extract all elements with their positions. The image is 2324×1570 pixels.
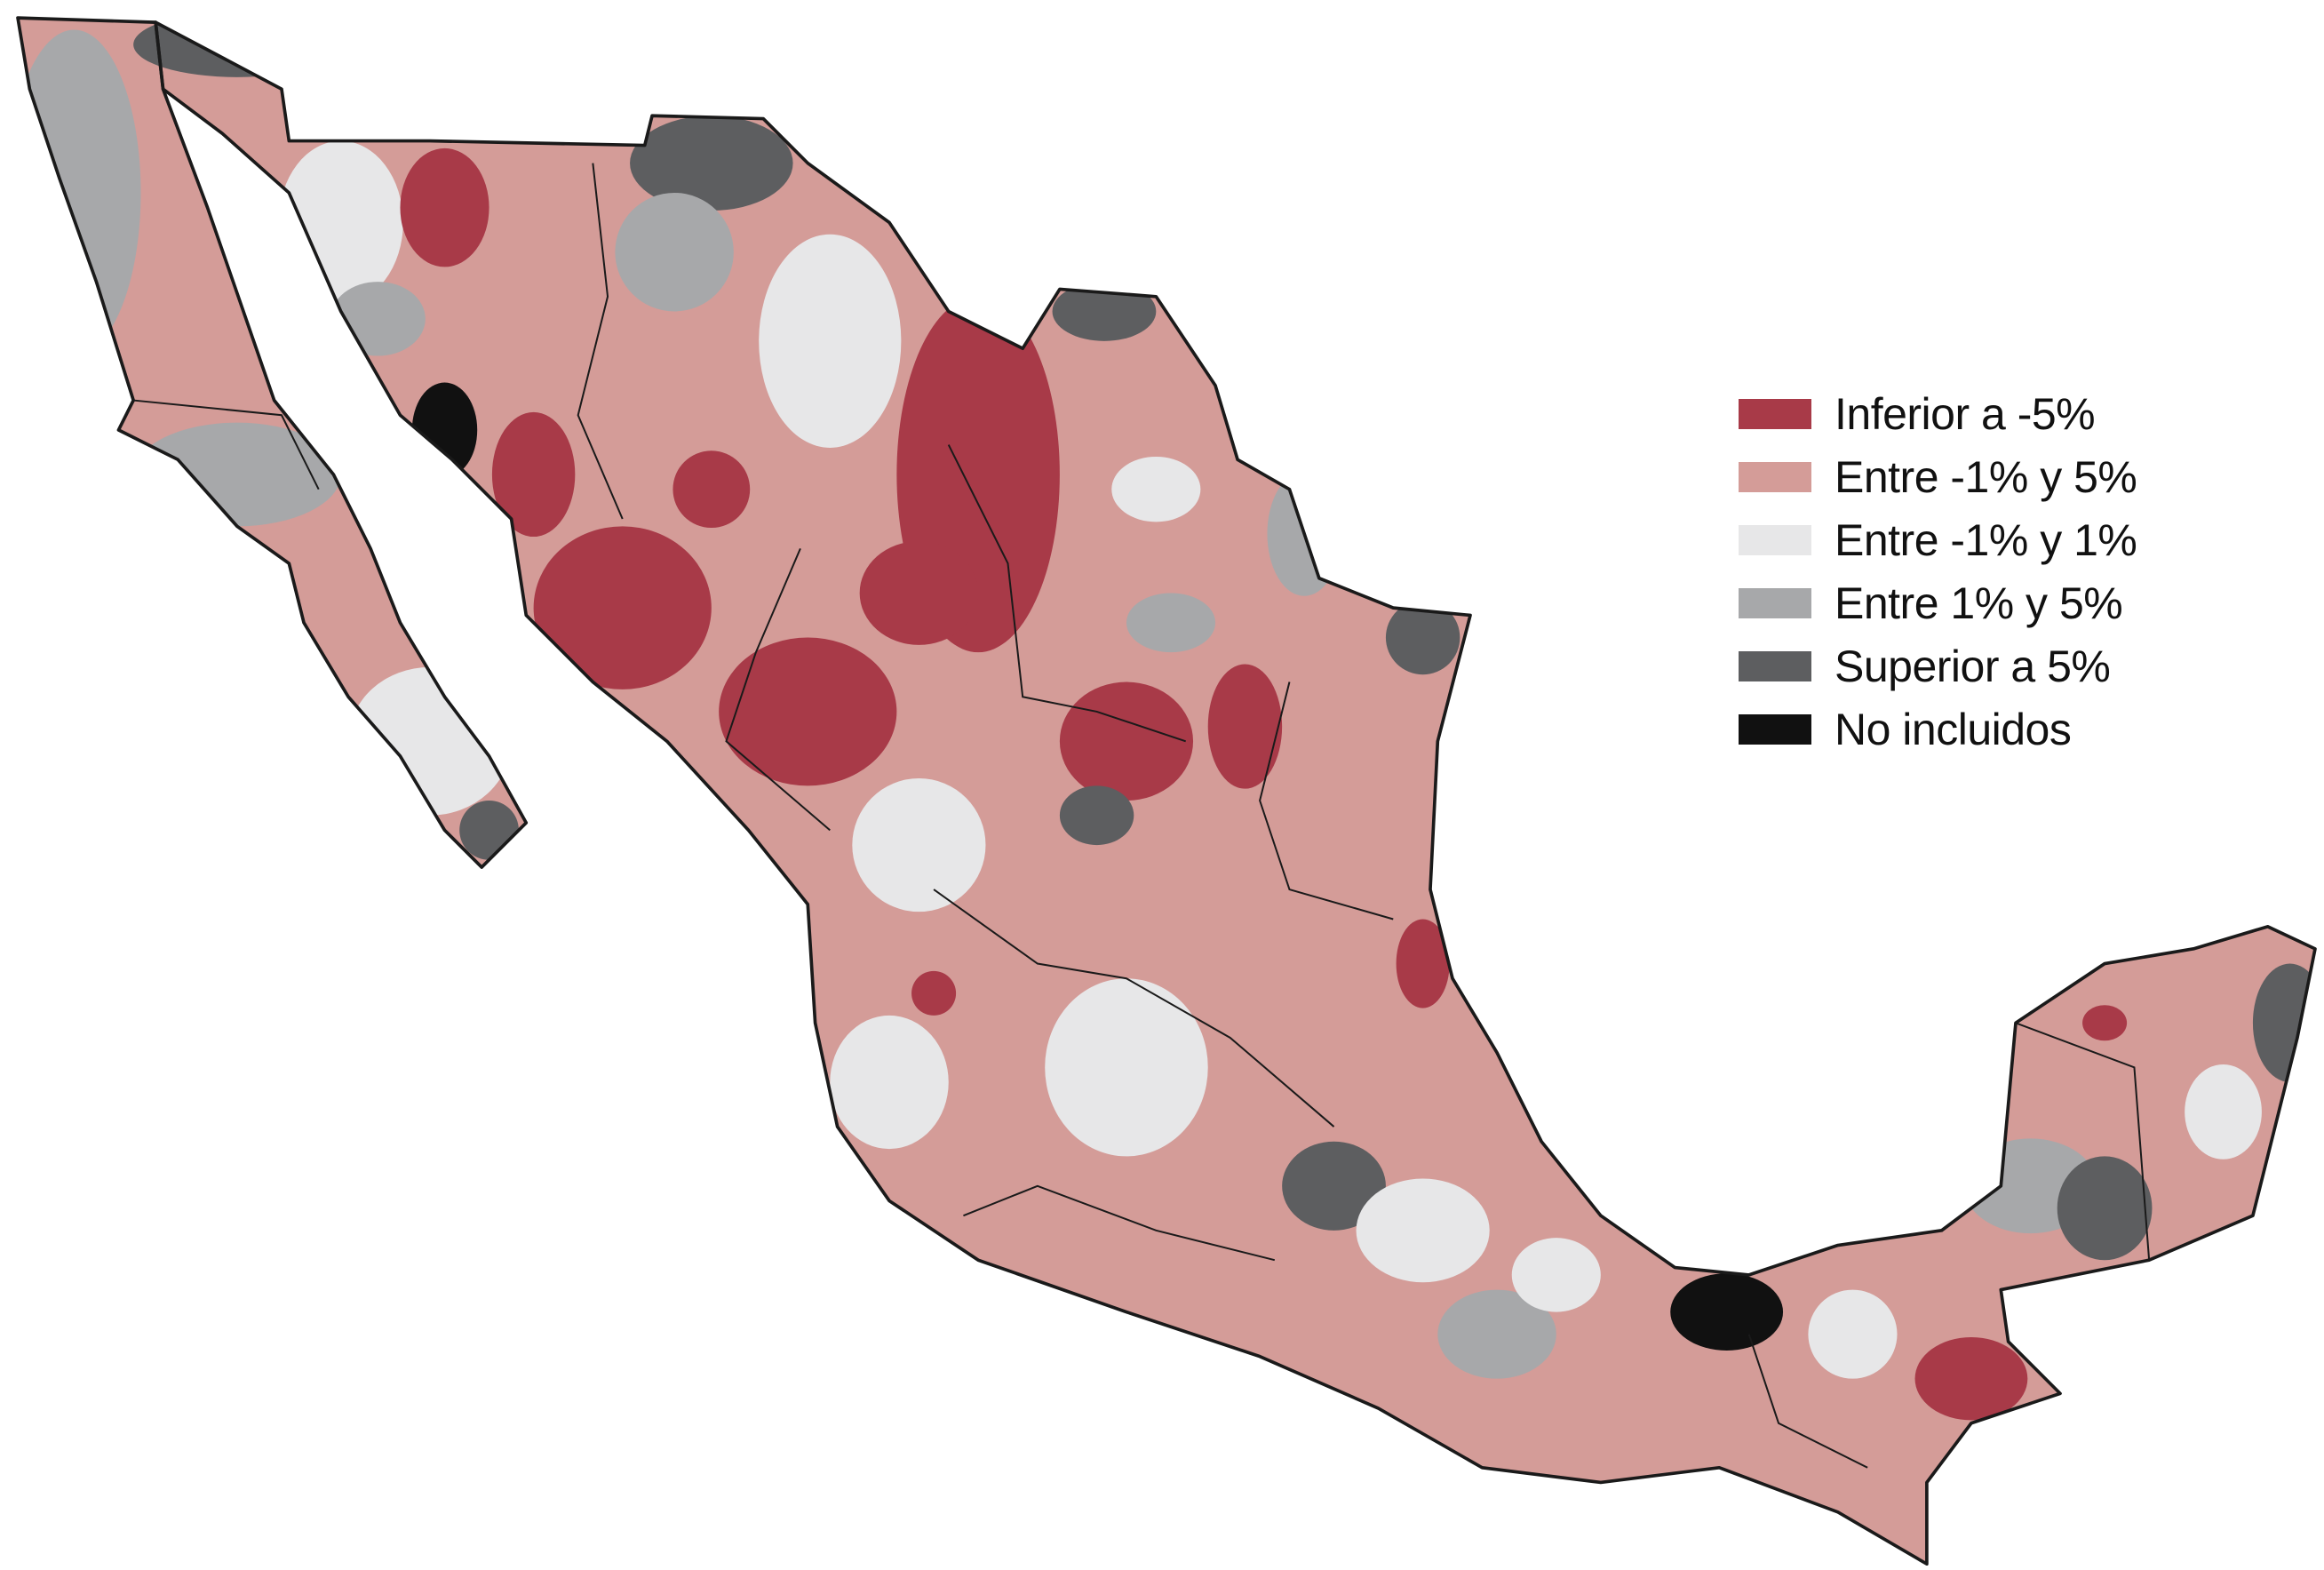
borders — [133, 163, 2151, 1469]
legend-item: No incluidos — [1739, 697, 2137, 761]
legend-label: Superior a 5% — [1835, 641, 2111, 691]
state-border — [947, 444, 1187, 743]
legend-item: Inferior a -5% — [1739, 382, 2137, 445]
legend-label: No incluidos — [1835, 704, 2072, 754]
region — [1111, 456, 1201, 522]
region — [2185, 1064, 2262, 1160]
region — [1385, 600, 1460, 675]
region — [133, 18, 341, 77]
region — [2252, 963, 2315, 1083]
region — [1045, 978, 1208, 1157]
legend-label: Entre 1% y 5% — [1835, 578, 2123, 628]
state-border — [1747, 1334, 1868, 1469]
state-border — [1259, 681, 1394, 920]
region — [1207, 664, 1283, 789]
region — [615, 192, 734, 312]
region — [630, 116, 793, 211]
state-border — [933, 889, 1335, 1128]
region — [491, 411, 576, 538]
region — [400, 147, 489, 267]
legend-item: Entre 1% y 5% — [1739, 571, 2137, 634]
region — [1282, 1141, 1386, 1231]
region — [719, 637, 897, 786]
state-border — [133, 399, 320, 490]
region — [1126, 593, 1216, 653]
legend-swatch — [1739, 587, 1811, 618]
legend-swatch — [1739, 524, 1811, 555]
region — [133, 422, 341, 527]
region — [1511, 1238, 1601, 1312]
region — [411, 382, 478, 478]
state-border — [725, 548, 831, 832]
legend-item: Entre -1% y 1% — [1739, 508, 2137, 571]
region — [1059, 785, 1134, 846]
legend-label: Inferior a -5% — [1835, 388, 2096, 439]
region — [852, 777, 986, 913]
region — [1059, 681, 1194, 801]
region — [759, 234, 902, 448]
legend-item: Superior a 5% — [1739, 634, 2137, 697]
state-border — [577, 163, 624, 520]
region — [533, 526, 712, 689]
legend-swatch — [1739, 398, 1811, 429]
legend-label: Entre -1% y 5% — [1835, 451, 2137, 502]
region — [348, 666, 512, 816]
region — [830, 1015, 949, 1150]
legend-swatch — [1739, 461, 1811, 492]
region — [2057, 1156, 2153, 1261]
region — [1808, 1289, 1898, 1379]
legend-item: Entre -1% y 5% — [1739, 445, 2137, 508]
region — [1396, 919, 1450, 1008]
legend: Inferior a -5% Entre -1% y 5% Entre -1% y … — [1739, 382, 2137, 761]
region — [1914, 1336, 2028, 1421]
state-border — [963, 1184, 1276, 1262]
region — [911, 970, 957, 1016]
region — [1670, 1273, 1784, 1351]
region — [859, 541, 979, 645]
legend-swatch — [1739, 650, 1811, 681]
legend-swatch — [1739, 713, 1811, 745]
region — [459, 801, 519, 860]
region — [1437, 1289, 1556, 1379]
region — [2082, 1005, 2128, 1041]
region — [1356, 1178, 1490, 1283]
region — [1052, 282, 1157, 341]
region — [673, 450, 751, 529]
region — [278, 140, 403, 305]
legend-label: Entre -1% y 1% — [1835, 514, 2137, 565]
state-border — [2015, 1022, 2151, 1261]
